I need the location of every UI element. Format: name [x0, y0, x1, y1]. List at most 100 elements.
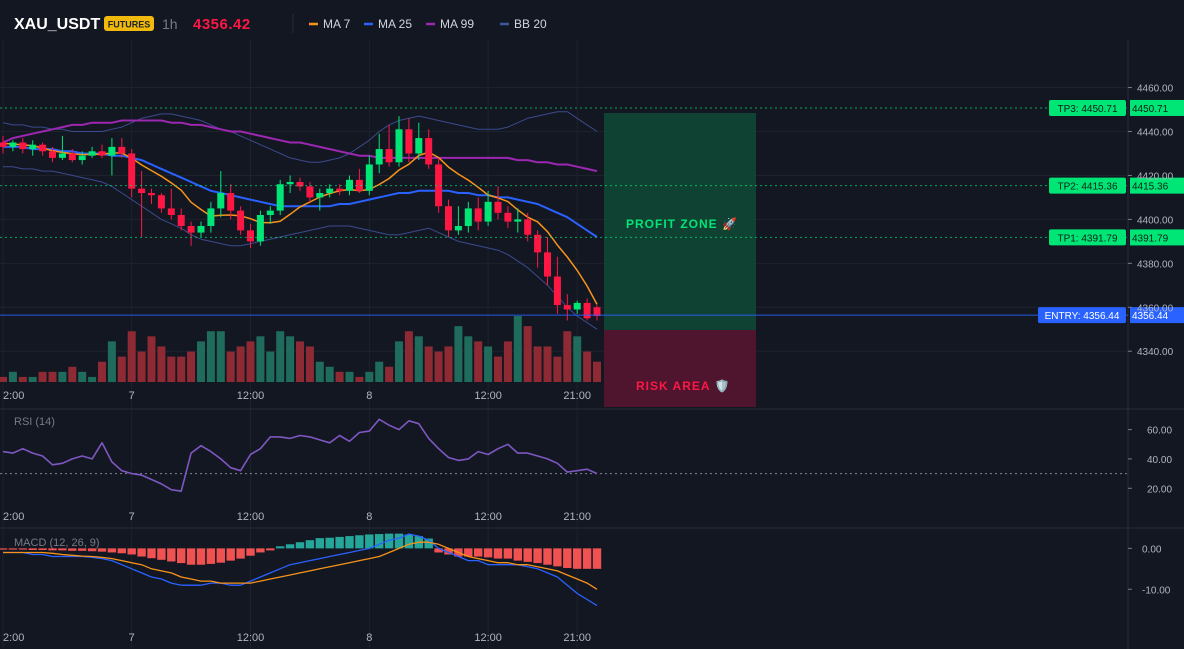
candle-down	[474, 208, 482, 222]
macd-histogram-bar	[18, 548, 27, 550]
volume-bar	[315, 361, 324, 382]
rsi-time-label: 12:00	[474, 511, 502, 523]
candle-down	[118, 146, 126, 154]
volume-bar	[28, 376, 37, 382]
macd-histogram-bar	[68, 548, 77, 551]
volume-bar	[533, 346, 542, 382]
candle-up	[78, 155, 86, 161]
indicator-legend: MA 7 MA 25 MA 99 BB 20	[309, 17, 547, 31]
rsi-pane: RSI (14) 60.00 40.00 20.00 2:00 7 12:00 8 12:00…	[0, 416, 1172, 523]
macd-histogram-bar	[315, 538, 324, 549]
volume-bar	[583, 351, 592, 382]
symbol-name[interactable]: XAU_USDT	[14, 16, 100, 33]
candle-down	[0, 142, 7, 147]
profit-zone	[604, 113, 756, 330]
candle-down	[544, 252, 551, 277]
candle-down	[504, 212, 512, 222]
macd-title: MACD (12, 26, 9)	[14, 537, 100, 549]
volume-bar	[543, 346, 552, 382]
volume-bar	[38, 371, 47, 382]
risk-zone	[604, 330, 756, 407]
macd-histogram-bar	[256, 548, 265, 553]
interval-label[interactable]: 1h	[162, 16, 178, 32]
candle-down	[425, 138, 433, 165]
macd-histogram-bar	[404, 534, 414, 549]
volume-bar	[276, 331, 285, 382]
entry-axis-label: 4356.44	[1132, 311, 1169, 322]
volume-bar	[553, 356, 562, 382]
price-tick: 4400.00	[1137, 215, 1174, 226]
candle-up	[415, 138, 423, 154]
macd-histogram-bar	[236, 548, 245, 559]
macd-histogram-bar	[78, 548, 87, 551]
candle-up	[395, 129, 403, 163]
price-tick: 4380.00	[1137, 259, 1174, 270]
candle-down	[167, 208, 175, 215]
volume-bar	[167, 356, 176, 382]
macd-histogram-bar	[137, 548, 146, 557]
candle-down	[563, 305, 571, 310]
futures-badge-bg	[104, 16, 154, 31]
volume-bar	[513, 316, 522, 382]
volume-bar	[325, 366, 334, 382]
macd-histogram-bar	[394, 533, 404, 549]
volume-bar	[256, 336, 265, 382]
candle-down	[157, 195, 165, 209]
volume-bar	[197, 341, 205, 382]
macd-histogram-bar	[553, 548, 562, 567]
macd-histogram-bar	[335, 536, 344, 549]
entry-tag-bg	[1038, 307, 1126, 324]
candle-down	[68, 153, 76, 161]
macd-histogram-bar	[206, 548, 216, 564]
candle-up	[108, 146, 116, 156]
volume-bar	[414, 336, 423, 382]
main-time-label: 21:00	[563, 390, 591, 402]
volume-bar	[523, 326, 532, 382]
macd-histogram-bar	[157, 548, 166, 560]
macd-histogram-bar	[295, 542, 305, 549]
volume-bar	[246, 341, 255, 382]
rsi-tick: 60.00	[1147, 426, 1172, 437]
price-axis[interactable]: 4450.71 4415.36 4391.79 4356.44 4460.00 4440.…	[1128, 84, 1184, 359]
candle-down	[534, 234, 542, 253]
volume-bar	[236, 346, 245, 382]
macd-histogram-bar	[147, 548, 156, 559]
main-time-label: 8	[366, 390, 372, 402]
volume-bar	[177, 356, 186, 382]
volume-bar	[385, 366, 394, 382]
price-tick: 4420.00	[1137, 171, 1174, 182]
macd-histogram-bar	[186, 548, 196, 565]
macd-signal-line	[3, 541, 598, 590]
macd-time-label: 21:00	[563, 632, 591, 644]
macd-histogram-bar	[28, 548, 37, 550]
macd-histogram-bar	[117, 548, 126, 554]
macd-histogram-bar	[196, 548, 206, 565]
main-time-label: 12:00	[474, 390, 502, 402]
macd-histogram-bar	[226, 548, 235, 561]
volume-bar	[395, 341, 403, 382]
macd-histogram-bar	[493, 548, 503, 559]
volume-bar	[117, 356, 126, 382]
volume-bar	[58, 371, 67, 382]
last-price: 4356.42	[193, 16, 251, 33]
macd-histogram-bar	[523, 548, 532, 562]
volume-bar	[305, 346, 314, 382]
macd-time-label: 12:00	[237, 632, 265, 644]
price-levels: TP3: 4450.71 TP2: 4415.36 TP1: 4391.79 ENTR…	[0, 99, 1128, 324]
volume-bar	[0, 376, 7, 382]
macd-histogram-bar	[48, 548, 57, 551]
volume-bar	[444, 346, 453, 382]
candle-up	[256, 215, 264, 242]
candle-down	[138, 188, 146, 194]
candle-down	[39, 144, 47, 152]
tp2-axis-bg	[1130, 177, 1184, 194]
bollinger-bands	[2, 111, 598, 330]
candle-up	[207, 208, 215, 226]
rsi-tick: 40.00	[1147, 455, 1172, 466]
tp3-tag-bg	[1049, 99, 1126, 116]
macd-histogram-bar	[424, 538, 433, 549]
volume-bar	[424, 346, 433, 382]
volume-bar	[78, 371, 87, 382]
candle-down	[405, 129, 413, 154]
